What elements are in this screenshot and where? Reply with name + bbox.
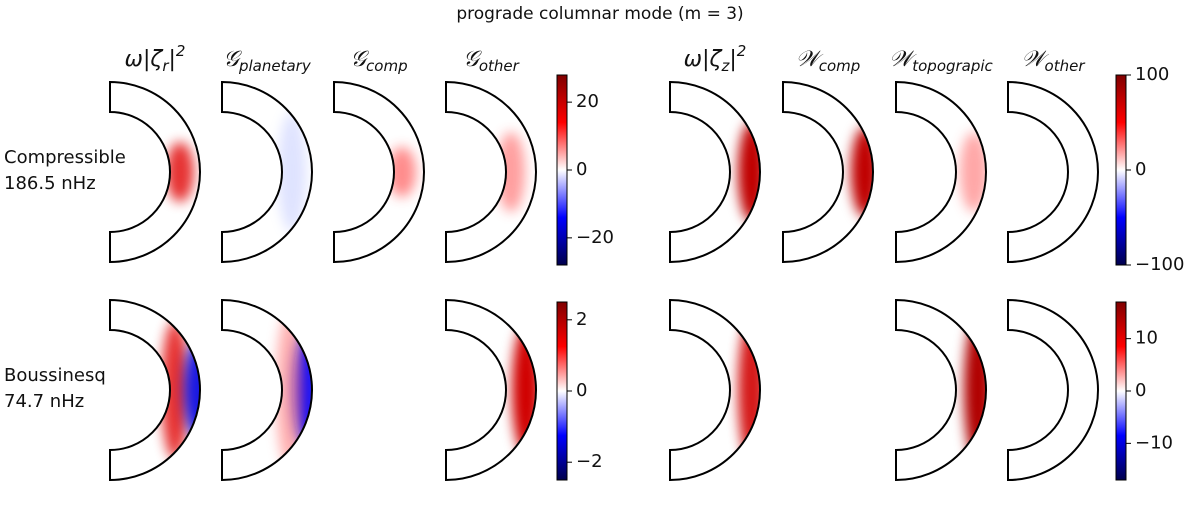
field-patch: [161, 320, 189, 460]
header-part: |: [729, 47, 736, 72]
header-part: planetary: [238, 57, 312, 75]
colorbar-tick-label: 0: [1135, 159, 1146, 180]
header-part: ω|ζ: [125, 47, 164, 72]
colorbar-tick-label: 0: [1135, 380, 1146, 401]
column-header: ω|ζz|2: [684, 42, 747, 75]
panel-outline: [445, 80, 537, 264]
field: [166, 142, 194, 202]
panel-bg: [783, 82, 873, 262]
header-part: other: [479, 57, 520, 75]
header-part: |: [169, 47, 176, 72]
column-header: ω|ζr|2: [125, 42, 186, 75]
figure-title: prograde columnar mode (m = 3): [456, 4, 743, 24]
colorbar-tick-label: −2: [576, 451, 603, 472]
header-part: comp: [366, 57, 408, 75]
panel-outline: [1007, 298, 1099, 482]
column-header: 𝒢comp: [350, 47, 407, 75]
row-label: Compressible: [4, 147, 126, 168]
row-frequency: 74.7 nHz: [4, 391, 84, 412]
panel-outline: [333, 80, 425, 264]
colorbar: [1115, 74, 1127, 266]
field-patch: [184, 340, 200, 440]
header-part: 𝒢: [350, 47, 369, 72]
panel-bg: [334, 82, 424, 262]
colorbar-tick-label: 100: [1135, 64, 1169, 85]
field-patch: [960, 132, 986, 212]
panel-outline: [895, 80, 987, 264]
header-part: 2: [737, 42, 747, 60]
column-header: 𝒢planetary: [223, 47, 312, 75]
panel-outline: [109, 80, 201, 264]
panel-bg: [446, 300, 536, 480]
column-header: 𝒲comp: [796, 47, 861, 75]
field-patch: [497, 132, 525, 212]
panel-outline: [669, 80, 761, 264]
header-part: topograpic: [912, 57, 993, 75]
panel-outline: [445, 298, 537, 482]
colorbar-tick-label: −20: [576, 227, 614, 248]
field: [960, 132, 986, 212]
column-header: 𝒢other: [463, 47, 519, 75]
field-patch: [276, 310, 304, 470]
column-header: 𝒲topograpic: [889, 47, 993, 75]
colorbar-tick-label: 0: [576, 380, 587, 401]
panel-outline: [109, 298, 201, 482]
header-part: z: [720, 57, 730, 75]
field-patch: [388, 147, 416, 197]
panel-bg: [670, 300, 760, 480]
field-patch: [278, 112, 306, 232]
row-frequency: 186.5 nHz: [4, 173, 96, 194]
colorbar-tick-label: 20: [576, 91, 599, 112]
field-patch: [851, 127, 873, 217]
header-part: 𝒢: [463, 47, 482, 72]
panel-outline: [221, 80, 313, 264]
panel-bg: [896, 82, 986, 262]
colorbar-tick-label: 0: [576, 159, 587, 180]
header-part: ω|ζ: [684, 47, 723, 72]
panel-bg: [1008, 82, 1098, 262]
panel-bg: [670, 82, 760, 262]
colorbar-tick-label: 10: [1135, 328, 1158, 349]
colorbar-tick-label: −100: [1135, 254, 1184, 275]
field: [851, 127, 873, 217]
panel-bg: [446, 82, 536, 262]
panel-outline: [895, 298, 987, 482]
field: [161, 320, 200, 460]
colorbar: [556, 301, 568, 481]
colorbar-tick-label: −10: [1135, 432, 1173, 453]
panel-bg: [896, 300, 986, 480]
field: [276, 310, 312, 470]
header-part: other: [1045, 57, 1086, 75]
header-part: r: [162, 57, 169, 75]
header-part: 𝒢: [223, 47, 242, 72]
field: [278, 112, 306, 232]
row-label: Boussinesq: [4, 365, 106, 386]
header-part: 2: [176, 42, 186, 60]
field-patch: [166, 142, 194, 202]
panel-outline: [782, 80, 874, 264]
colorbar-tick-label: 2: [576, 309, 587, 330]
field: [497, 132, 525, 212]
column-header: 𝒲other: [1021, 47, 1085, 75]
panel-bg: [110, 82, 200, 262]
panel-outline: [1007, 80, 1099, 264]
panel-outline: [669, 298, 761, 482]
header-part: comp: [819, 57, 861, 75]
panel-bg: [1008, 300, 1098, 480]
field: [388, 147, 416, 197]
colorbar: [1115, 301, 1127, 481]
panel-outline: [221, 298, 313, 482]
colorbar: [556, 74, 568, 266]
